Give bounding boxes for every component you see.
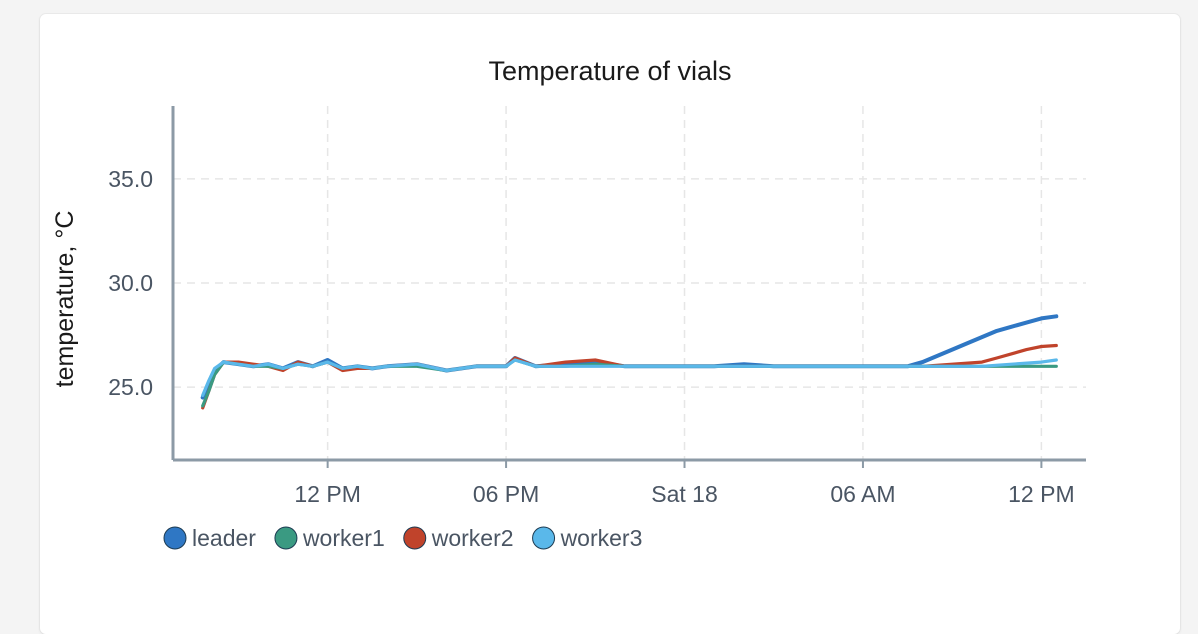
legend-swatch xyxy=(532,526,556,550)
series-line-worker2 xyxy=(201,343,1058,410)
y-axis-label: temperature, °C xyxy=(51,211,79,388)
legend-label: worker2 xyxy=(431,525,514,551)
x-tick-label: 06 AM xyxy=(830,481,895,507)
legend-item-worker3[interactable]: worker3 xyxy=(532,525,643,551)
series-line-leader xyxy=(200,314,1059,400)
temperature-chart: Temperature of vials temperature, °C 25.… xyxy=(51,56,1086,551)
legend-label: worker1 xyxy=(302,525,385,551)
x-tick-label: 06 PM xyxy=(473,481,539,507)
legend[interactable]: leader worker1 worker2 worker3 xyxy=(163,525,643,551)
y-tick-label: 35.0 xyxy=(108,166,153,192)
y-tick-label: 30.0 xyxy=(108,270,153,296)
legend-swatch xyxy=(403,526,427,550)
x-tick-label: Sat 18 xyxy=(651,481,718,507)
series-line-worker3 xyxy=(201,358,1058,397)
legend-swatch xyxy=(274,526,298,550)
chart-card: Temperature of vials temperature, °C 25.… xyxy=(40,14,1180,634)
tick-labels: 25.0 30.0 35.0 12 PM 06 PM Sat 18 06 AM 12 PM xyxy=(108,166,1074,507)
y-tick-label: 25.0 xyxy=(108,374,153,400)
legend-item-leader[interactable]: leader xyxy=(163,525,256,551)
x-tick-label: 12 PM xyxy=(1008,481,1074,507)
legend-swatch xyxy=(163,526,187,550)
series-layer xyxy=(200,314,1059,410)
legend-item-worker2[interactable]: worker2 xyxy=(403,525,514,551)
legend-label: leader xyxy=(192,525,256,551)
grid-lines xyxy=(173,106,1086,460)
legend-label: worker3 xyxy=(560,525,643,551)
chart-title: Temperature of vials xyxy=(488,56,731,86)
legend-item-worker1[interactable]: worker1 xyxy=(274,525,385,551)
x-tick-label: 12 PM xyxy=(294,481,360,507)
axes xyxy=(171,106,1086,468)
